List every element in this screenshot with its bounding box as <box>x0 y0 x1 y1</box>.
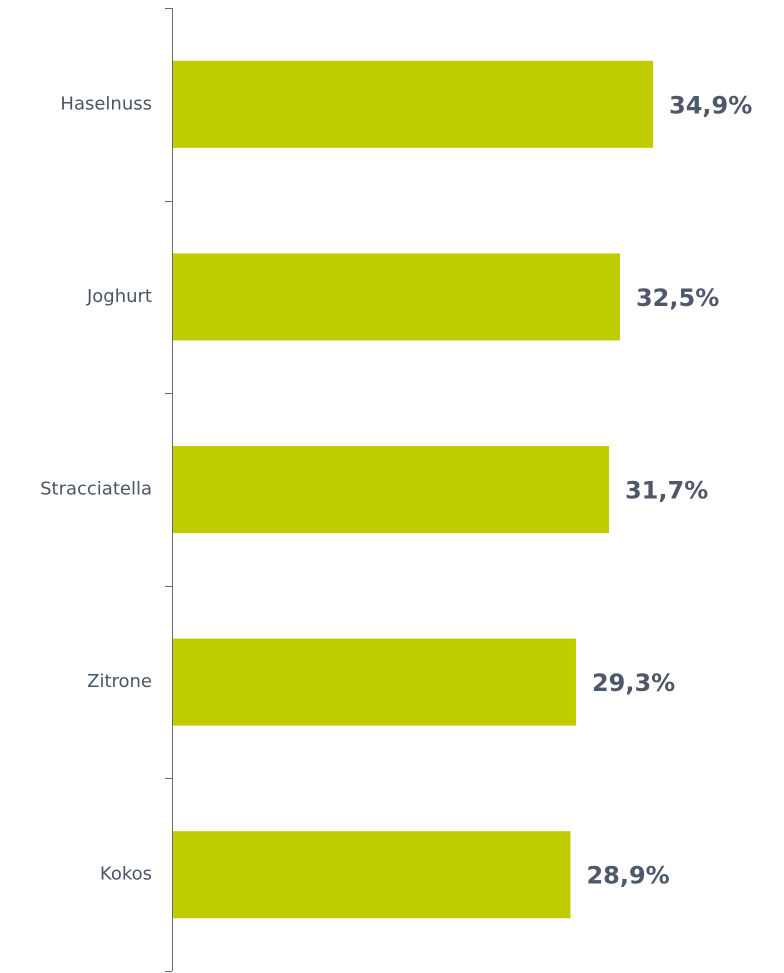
y-tick-label: Kokos <box>100 864 152 885</box>
bar <box>173 253 620 341</box>
bar <box>173 831 571 919</box>
y-tick-label: Joghurt <box>86 286 152 307</box>
value-label: 29,3% <box>592 669 675 697</box>
bar <box>173 638 576 726</box>
y-tick-label: Stracciatella <box>40 479 152 500</box>
bar <box>173 60 653 148</box>
value-label: 31,7% <box>625 477 708 505</box>
value-label: 28,9% <box>586 862 669 890</box>
y-tick-label: Haselnuss <box>60 93 152 114</box>
value-label: 32,5% <box>636 284 719 312</box>
y-tick-label: Zitrone <box>87 671 152 692</box>
bar <box>173 446 609 533</box>
value-label: 34,9% <box>669 91 752 119</box>
